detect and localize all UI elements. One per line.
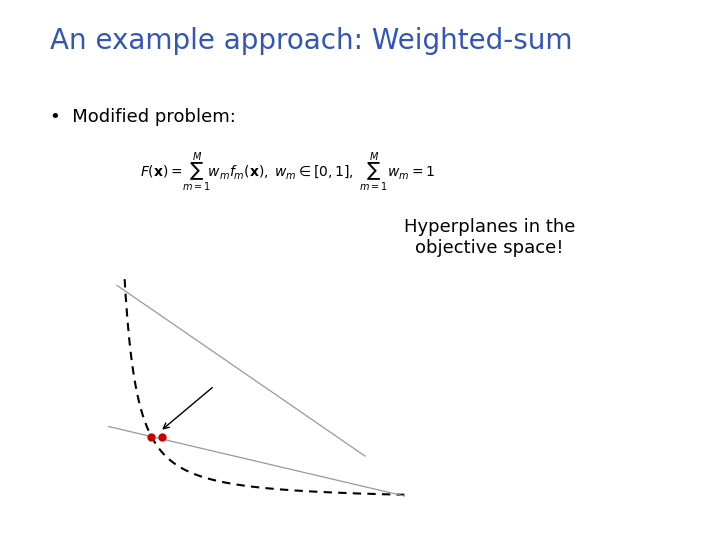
Text: •  Modified problem:: • Modified problem:: [50, 108, 236, 126]
Text: An example approach: Weighted-sum: An example approach: Weighted-sum: [50, 27, 573, 55]
Text: Hyperplanes in the
objective space!: Hyperplanes in the objective space!: [404, 218, 575, 257]
Text: $F(\mathbf{x}) = \!\sum_{m=1}^{M}\! w_m f_m(\mathbf{x}), \;w_m \in [0,1], \;\sum: $F(\mathbf{x}) = \!\sum_{m=1}^{M}\! w_m …: [140, 151, 436, 194]
